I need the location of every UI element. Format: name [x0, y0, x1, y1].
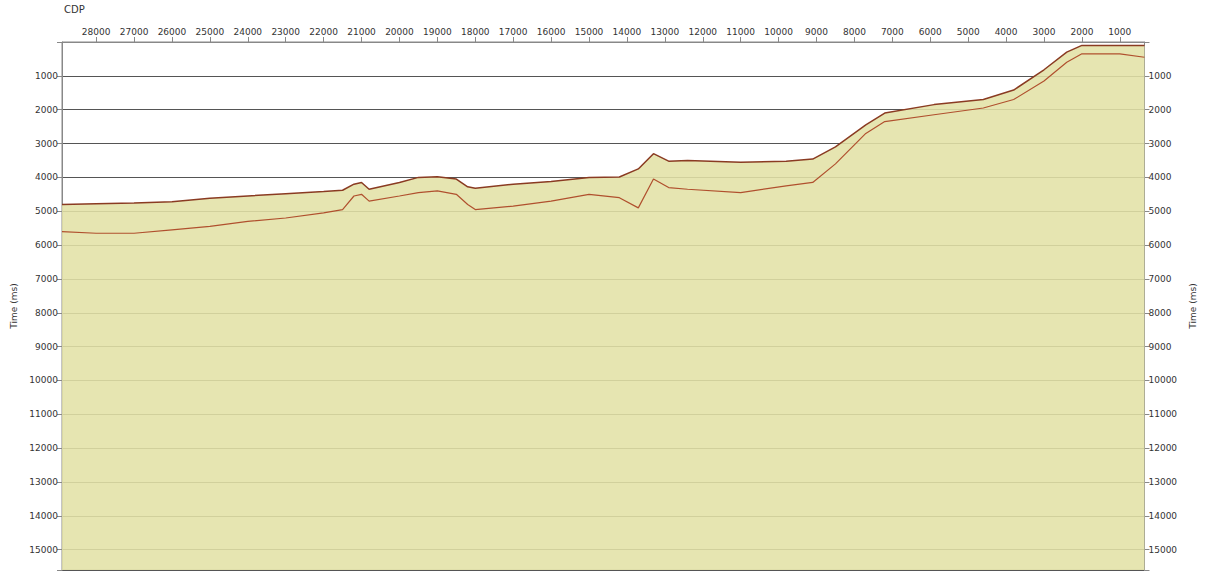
- svg-text:8000: 8000: [1148, 308, 1171, 318]
- svg-text:9000: 9000: [1148, 342, 1171, 352]
- svg-text:14000: 14000: [29, 511, 58, 521]
- svg-text:13000: 13000: [29, 477, 58, 487]
- svg-text:4000: 4000: [995, 27, 1018, 37]
- svg-text:17000: 17000: [499, 27, 528, 37]
- svg-text:18000: 18000: [461, 27, 490, 37]
- svg-text:13000: 13000: [651, 27, 680, 37]
- svg-text:21000: 21000: [347, 27, 376, 37]
- svg-text:1000: 1000: [1148, 71, 1171, 81]
- svg-text:10000: 10000: [1148, 375, 1177, 385]
- svg-text:7000: 7000: [1148, 274, 1171, 284]
- svg-text:3000: 3000: [1148, 139, 1171, 149]
- svg-text:9000: 9000: [805, 27, 828, 37]
- svg-text:Time (ms): Time (ms): [1188, 283, 1198, 329]
- svg-text:11000: 11000: [726, 27, 755, 37]
- svg-text:9000: 9000: [35, 342, 58, 352]
- svg-text:26000: 26000: [158, 27, 187, 37]
- svg-text:7000: 7000: [35, 274, 58, 284]
- svg-text:19000: 19000: [423, 27, 452, 37]
- svg-text:8000: 8000: [35, 308, 58, 318]
- svg-text:4000: 4000: [1148, 172, 1171, 182]
- svg-text:2000: 2000: [1070, 27, 1093, 37]
- svg-text:6000: 6000: [35, 240, 58, 250]
- svg-text:15000: 15000: [575, 27, 604, 37]
- svg-text:23000: 23000: [271, 27, 300, 37]
- svg-text:24000: 24000: [233, 27, 262, 37]
- svg-text:22000: 22000: [309, 27, 338, 37]
- svg-text:15000: 15000: [29, 545, 58, 555]
- svg-text:14000: 14000: [613, 27, 642, 37]
- svg-text:5000: 5000: [35, 206, 58, 216]
- svg-text:7000: 7000: [881, 27, 904, 37]
- svg-text:25000: 25000: [196, 27, 225, 37]
- svg-text:8000: 8000: [843, 27, 866, 37]
- svg-text:16000: 16000: [537, 27, 566, 37]
- svg-text:10000: 10000: [29, 375, 58, 385]
- svg-text:12000: 12000: [1148, 443, 1177, 453]
- svg-text:CDP: CDP: [64, 4, 85, 15]
- svg-text:10000: 10000: [764, 27, 793, 37]
- svg-text:13000: 13000: [1148, 477, 1177, 487]
- svg-text:2000: 2000: [1148, 105, 1171, 115]
- svg-text:20000: 20000: [385, 27, 414, 37]
- svg-text:12000: 12000: [29, 443, 58, 453]
- svg-text:1000: 1000: [35, 71, 58, 81]
- svg-text:28000: 28000: [82, 27, 111, 37]
- svg-text:3000: 3000: [1033, 27, 1056, 37]
- svg-text:12000: 12000: [688, 27, 717, 37]
- svg-text:4000: 4000: [35, 172, 58, 182]
- svg-text:11000: 11000: [29, 409, 58, 419]
- svg-text:11000: 11000: [1148, 409, 1177, 419]
- svg-text:Time (ms): Time (ms): [9, 283, 19, 329]
- svg-text:6000: 6000: [1148, 240, 1171, 250]
- svg-text:5000: 5000: [957, 27, 980, 37]
- svg-text:5000: 5000: [1148, 206, 1171, 216]
- svg-text:14000: 14000: [1148, 511, 1177, 521]
- svg-text:1000: 1000: [1108, 27, 1131, 37]
- svg-text:3000: 3000: [35, 139, 58, 149]
- svg-text:2000: 2000: [35, 105, 58, 115]
- svg-text:15000: 15000: [1148, 545, 1177, 555]
- svg-text:27000: 27000: [120, 27, 149, 37]
- svg-text:6000: 6000: [919, 27, 942, 37]
